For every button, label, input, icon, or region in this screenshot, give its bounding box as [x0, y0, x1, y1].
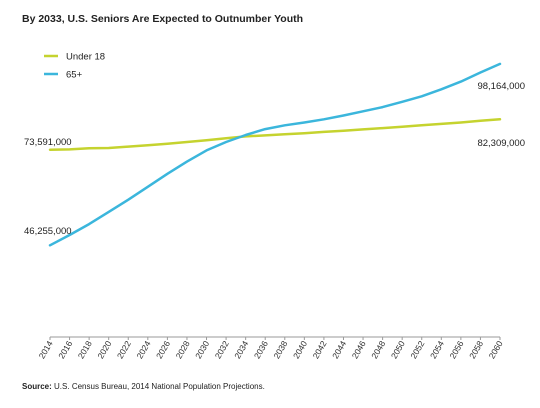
- x-tick-label: 2026: [154, 339, 172, 361]
- x-tick-label: 2058: [467, 339, 485, 361]
- x-tick-label: 2030: [193, 339, 211, 361]
- start-label-65-plus: 46,255,000: [24, 226, 72, 237]
- source-label: Source:: [22, 382, 52, 391]
- source-note: Source: U.S. Census Bureau, 2014 Nationa…: [22, 382, 265, 391]
- x-tick-label: 2044: [330, 339, 348, 361]
- x-tick-label: 2042: [311, 339, 329, 361]
- x-tick-label: 2038: [271, 339, 289, 361]
- x-tick-label: 2016: [56, 339, 74, 361]
- x-tick-label: 2034: [232, 339, 250, 361]
- x-tick-label: 2056: [447, 339, 465, 361]
- x-tick-label: 2020: [95, 339, 113, 361]
- x-tick-label: 2018: [76, 339, 94, 361]
- x-tick-label: 2036: [252, 339, 270, 361]
- x-tick-label: 2054: [428, 339, 446, 361]
- source-text: U.S. Census Bureau, 2014 National Popula…: [54, 382, 265, 391]
- end-label-under-18: 82,309,000: [477, 138, 525, 149]
- x-tick-label: 2014: [37, 339, 55, 361]
- legend-label-65-plus: 65+: [66, 70, 83, 81]
- x-axis-ticks: 2014 2016 2018 2020 2022 2024 2026 2028 2030 2032…: [37, 337, 505, 360]
- legend-label-under-18: Under 18: [66, 52, 105, 63]
- series-line-under-18: [48, 118, 502, 151]
- x-tick-label: 2022: [115, 339, 133, 361]
- series-line-65-plus: [48, 62, 502, 247]
- x-tick-label: 2032: [213, 339, 231, 361]
- chart-title: By 2033, U.S. Seniors Are Expected to Ou…: [22, 13, 304, 25]
- x-tick-label: 2052: [408, 339, 426, 361]
- x-tick-label: 2050: [389, 339, 407, 361]
- end-label-65-plus: 98,164,000: [477, 81, 525, 92]
- legend: Under 18 65+: [44, 52, 105, 81]
- x-tick-label: 2060: [487, 339, 505, 361]
- x-tick-label: 2048: [369, 339, 387, 361]
- x-tick-label: 2040: [291, 339, 309, 361]
- x-tick-label: 2024: [134, 339, 152, 361]
- x-tick-label: 2046: [350, 339, 368, 361]
- x-tick-label: 2028: [174, 339, 192, 361]
- start-label-under-18: 73,591,000: [24, 137, 72, 148]
